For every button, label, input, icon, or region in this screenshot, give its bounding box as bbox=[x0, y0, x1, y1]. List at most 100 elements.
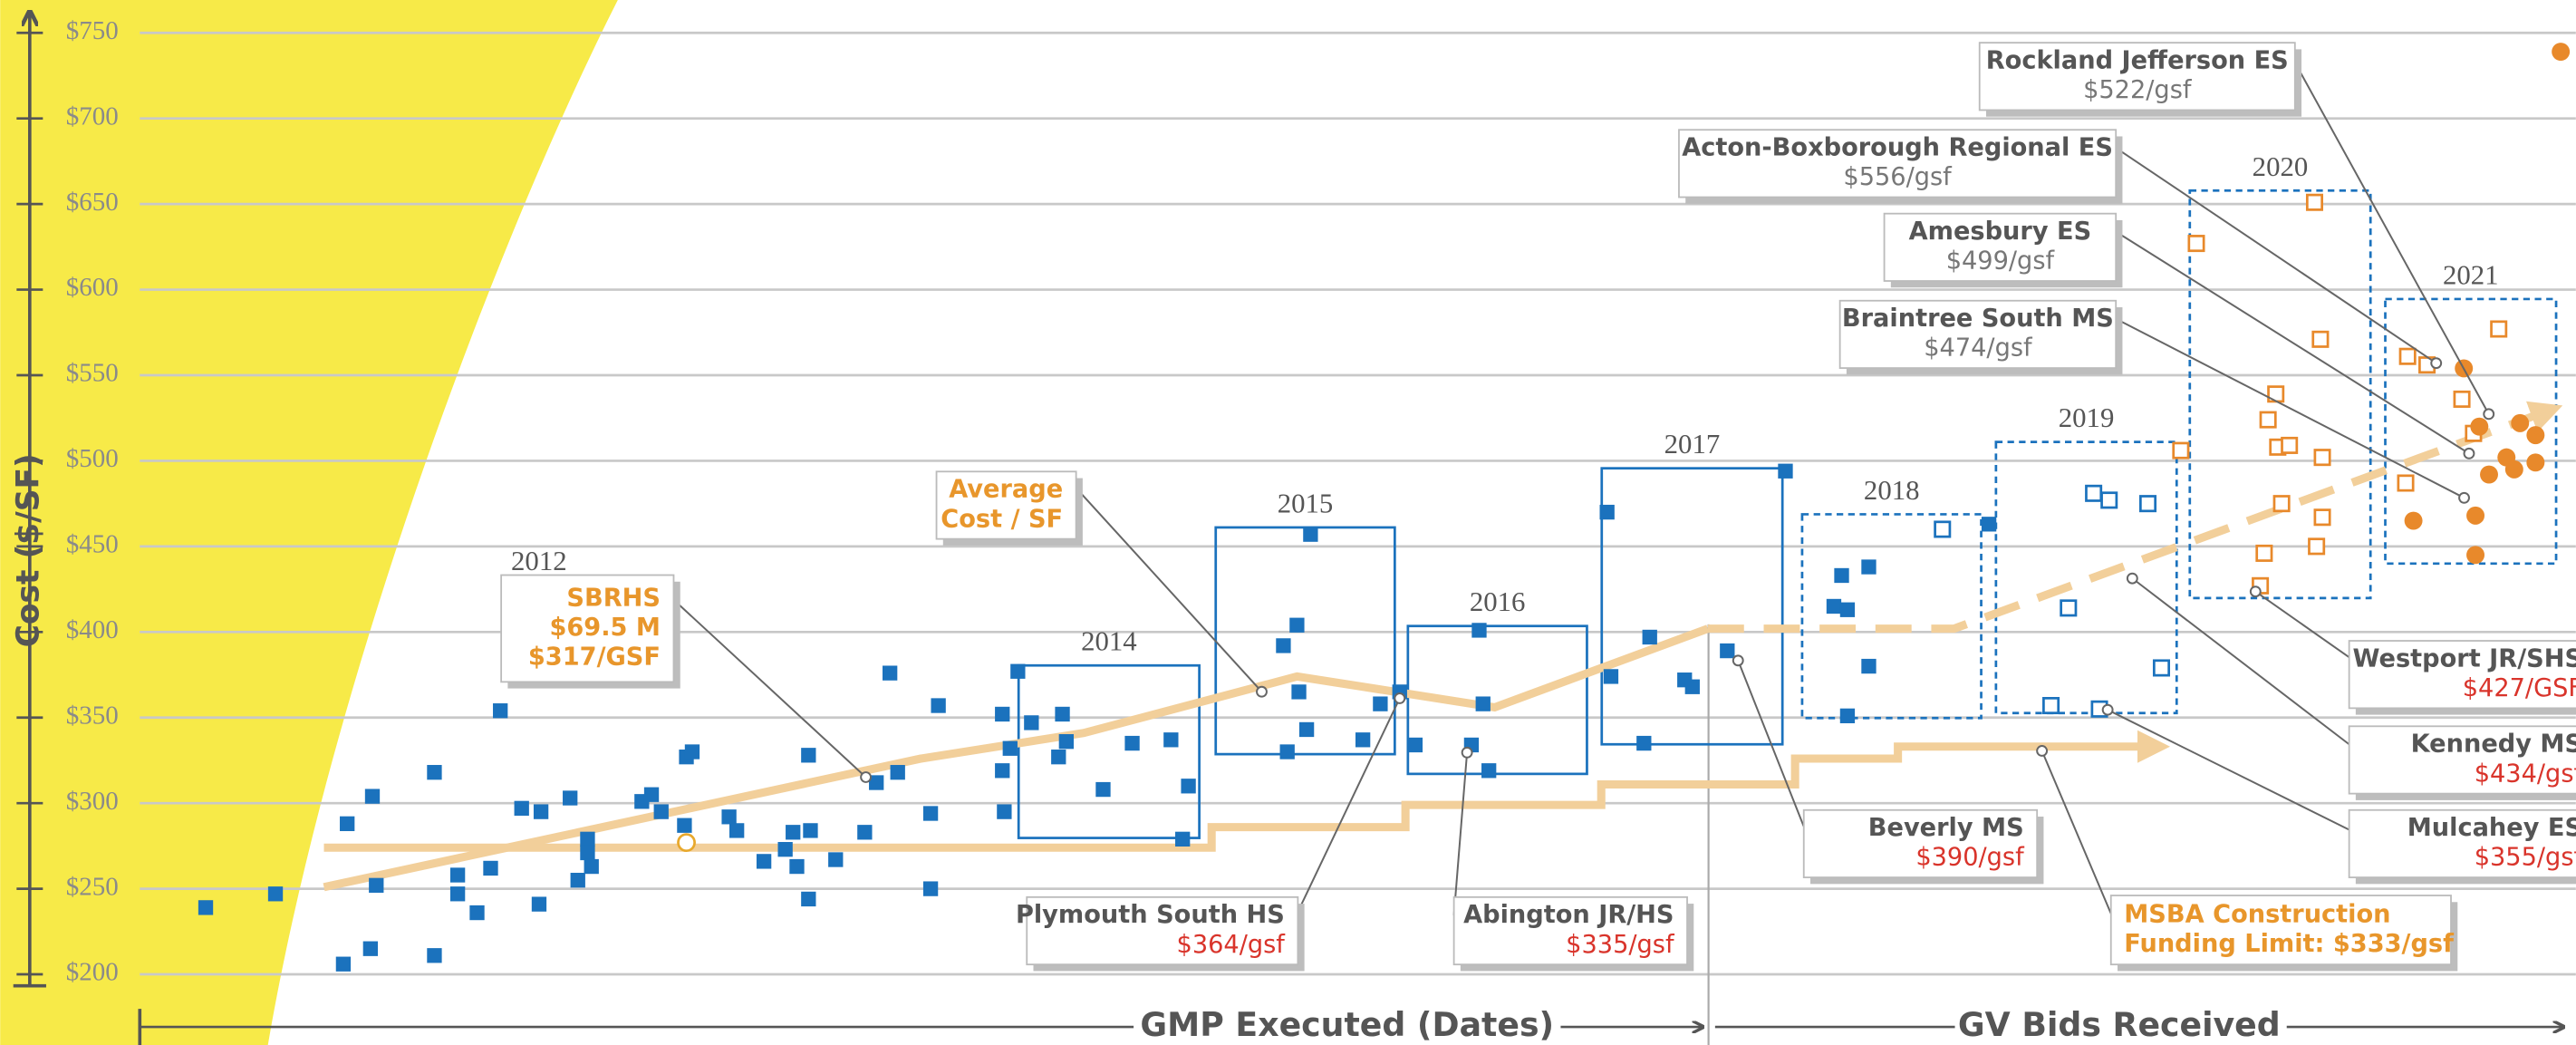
phase-label: GMP Executed (Dates) bbox=[1140, 1005, 1554, 1044]
year-label: 2018 bbox=[1864, 475, 1920, 506]
data-point bbox=[1476, 696, 1491, 711]
leader-dot bbox=[1257, 687, 1267, 697]
data-point bbox=[1600, 505, 1615, 519]
y-axis-label: Cost ($/SF) bbox=[10, 453, 46, 647]
data-point bbox=[828, 852, 843, 866]
leader-dot bbox=[1394, 693, 1404, 703]
callout-text: $556/gsf bbox=[1843, 163, 1953, 191]
data-point bbox=[2309, 539, 2323, 554]
data-point bbox=[1840, 603, 1855, 617]
data-point bbox=[2315, 510, 2330, 525]
data-point bbox=[1055, 707, 1069, 721]
data-point bbox=[493, 703, 507, 718]
data-point bbox=[2466, 507, 2484, 525]
data-point bbox=[995, 707, 1009, 721]
data-point bbox=[789, 859, 804, 874]
data-point bbox=[931, 698, 945, 712]
data-point bbox=[1636, 736, 1651, 750]
leader-line bbox=[1076, 488, 1262, 692]
data-point bbox=[2466, 546, 2484, 564]
data-point bbox=[1356, 732, 1370, 747]
year-box bbox=[1216, 527, 1395, 754]
data-point bbox=[450, 867, 465, 882]
callout-text: $522/gsf bbox=[2083, 76, 2193, 104]
y-tick-label: $350 bbox=[66, 701, 119, 730]
data-point bbox=[757, 854, 771, 868]
data-point bbox=[534, 804, 548, 818]
leader-line bbox=[2116, 319, 2464, 498]
leader-line bbox=[673, 600, 865, 778]
callout-text: Average bbox=[949, 476, 1063, 504]
data-point bbox=[1181, 779, 1195, 793]
data-point bbox=[1024, 715, 1038, 730]
data-point bbox=[1124, 736, 1139, 750]
data-point bbox=[685, 744, 699, 759]
callout-text: $317/GSF bbox=[528, 643, 661, 672]
data-point bbox=[469, 905, 484, 920]
y-tick-label: $250 bbox=[66, 872, 119, 901]
data-point bbox=[2455, 392, 2469, 406]
data-point bbox=[340, 817, 354, 831]
leader-dot bbox=[1733, 655, 1743, 665]
data-point bbox=[677, 818, 691, 833]
callout-text: SBRHS bbox=[566, 584, 661, 612]
data-point bbox=[857, 825, 872, 839]
data-point bbox=[580, 832, 594, 847]
data-point bbox=[1003, 741, 1018, 756]
data-point bbox=[1299, 722, 1314, 737]
callout-text: Abington JR/HS bbox=[1463, 901, 1674, 929]
leader-line bbox=[2116, 232, 2469, 454]
data-point bbox=[2552, 43, 2570, 61]
year-label: 2019 bbox=[2059, 402, 2115, 433]
data-point bbox=[801, 892, 815, 906]
callout-text: $499/gsf bbox=[1946, 247, 2056, 276]
data-point bbox=[1280, 744, 1295, 759]
data-point bbox=[654, 804, 669, 818]
callout-text: $335/gsf bbox=[1566, 931, 1675, 959]
data-point bbox=[1051, 750, 1066, 764]
data-point bbox=[777, 842, 792, 856]
data-point bbox=[2313, 332, 2328, 346]
data-point bbox=[2526, 426, 2544, 444]
leader-dot bbox=[2103, 705, 2113, 715]
leader-dot bbox=[2459, 493, 2469, 503]
callout-text: $390/gsf bbox=[1915, 844, 2025, 872]
data-point bbox=[363, 942, 378, 956]
y-tick-label: $400 bbox=[66, 615, 119, 644]
y-tick-label: $700 bbox=[66, 102, 119, 131]
callout-text: Mulcahey ES bbox=[2407, 814, 2576, 842]
data-point bbox=[2480, 466, 2498, 484]
data-point bbox=[2189, 236, 2204, 250]
data-point bbox=[571, 873, 585, 887]
leader-dot bbox=[2127, 574, 2137, 584]
data-point bbox=[801, 748, 815, 762]
data-point bbox=[1289, 618, 1304, 633]
data-point bbox=[1935, 522, 1950, 537]
year-label: 2016 bbox=[1470, 586, 1526, 617]
callout-text: $474/gsf bbox=[1924, 334, 2033, 363]
chart: $200$250$300$350$400$450$500$550$600$650… bbox=[0, 0, 2576, 1045]
year-box bbox=[1802, 514, 1982, 718]
y-tick-label: $500 bbox=[66, 444, 119, 473]
y-tick-label: $750 bbox=[66, 16, 119, 45]
data-point bbox=[1604, 669, 1618, 683]
data-point bbox=[2400, 349, 2415, 363]
callout-text: $434/gsf bbox=[2475, 760, 2576, 788]
data-point bbox=[2492, 322, 2506, 336]
year-label: 2020 bbox=[2253, 151, 2309, 182]
data-point bbox=[1834, 568, 1848, 583]
data-point bbox=[2061, 601, 2076, 615]
callout-text: Westport JR/SHS bbox=[2353, 644, 2576, 672]
data-point bbox=[2307, 195, 2321, 209]
callout-text: Kennedy MS bbox=[2411, 731, 2576, 759]
data-point bbox=[1303, 527, 1317, 541]
data-point bbox=[883, 665, 897, 680]
data-point bbox=[365, 789, 380, 803]
data-point bbox=[1861, 659, 1876, 673]
callout-text: Cost / SF bbox=[941, 505, 1063, 533]
data-point bbox=[1982, 517, 1996, 531]
leader-dot bbox=[2431, 358, 2441, 368]
data-point bbox=[563, 790, 577, 805]
y-tick-label: $600 bbox=[66, 273, 119, 302]
leader-line bbox=[1454, 752, 1468, 914]
